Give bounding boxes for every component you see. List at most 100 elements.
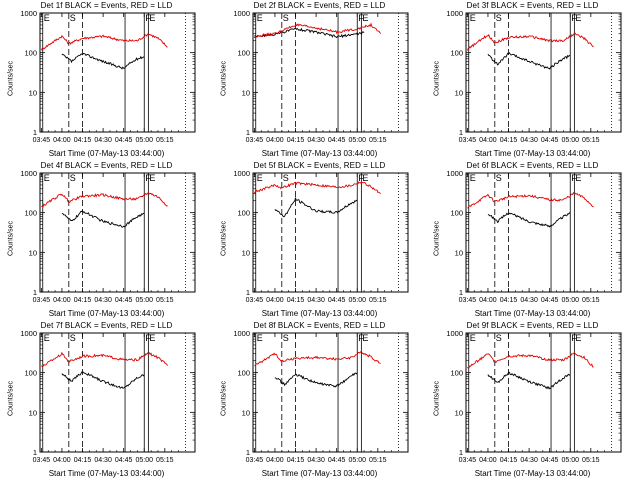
event-marker-label: E	[149, 13, 155, 23]
y-tick-label: 1	[246, 128, 250, 137]
x-tick-label: 04:45	[541, 457, 559, 464]
event-marker-label: E	[470, 333, 476, 343]
event-marker-label: E	[44, 333, 50, 343]
plot-frame	[252, 12, 409, 133]
x-tick-label: 04:30	[307, 297, 325, 304]
y-tick-label: 10	[29, 248, 37, 257]
x-tick-label: 04:00	[479, 457, 497, 464]
event-marker-label: S	[70, 13, 76, 23]
detector-panel-8: Det 8f BLACK = Events, RED = LLD 1 10 100 10…	[213, 320, 426, 480]
x-tick-label: 05:15	[369, 297, 387, 304]
panel-title: Det 3f BLACK = Events, RED = LLD	[466, 1, 599, 10]
chart-svg: 1 10 100 1000 03:45 04:00 04:15 04:30 04:45 05:00…	[233, 329, 409, 464]
lld-series-line	[467, 351, 594, 369]
x-tick-label: 04:30	[307, 457, 325, 464]
events-series-line	[274, 196, 358, 218]
y-tick-label: 1000	[446, 329, 463, 338]
event-marker-label: S	[70, 173, 76, 183]
panel-title: Det 4f BLACK = Events, RED = LLD	[40, 161, 173, 170]
x-tick-label: 03:45	[33, 297, 51, 304]
y-tick-label: 1000	[233, 329, 250, 338]
event-marker-label: F	[358, 13, 364, 23]
y-axis-label: Counts/sec	[220, 380, 228, 417]
events-series-line	[61, 53, 145, 70]
events-series-line	[487, 52, 571, 70]
panel-title: Det 2f BLACK = Events, RED = LLD	[253, 1, 386, 10]
chart-svg: 1 10 100 1000 03:45 04:00 04:15 04:30 04:45 05:00…	[446, 169, 622, 304]
events-series-line	[274, 372, 358, 388]
chart-svg: 1 10 100 1000 03:45 04:00 04:15 04:30 04:45 05:00…	[20, 329, 196, 464]
y-tick-label: 100	[237, 49, 250, 58]
y-tick-label: 100	[450, 209, 463, 218]
x-tick-label: 04:00	[266, 297, 284, 304]
x-tick-label: 05:00	[135, 457, 153, 464]
plot-frame	[252, 332, 409, 453]
y-axis-label: Counts/sec	[7, 220, 15, 257]
panel-title: Det 1f BLACK = Events, RED = LLD	[40, 1, 173, 10]
x-tick-label: 05:15	[582, 457, 600, 464]
x-tick-label: 05:00	[135, 297, 153, 304]
x-tick-label: 04:00	[479, 137, 497, 144]
event-marker-label: E	[44, 173, 50, 183]
y-tick-label: 10	[242, 88, 250, 97]
event-marker-label: S	[283, 333, 289, 343]
y-axis-label: Counts/sec	[220, 220, 228, 257]
y-tick-label: 1000	[233, 9, 250, 18]
y-tick-label: 10	[455, 248, 463, 257]
x-tick-label: 04:00	[53, 137, 71, 144]
x-tick-label: 04:30	[520, 297, 538, 304]
event-marker-label: F	[571, 13, 577, 23]
x-axis-label: Start Time (07-May-13 03:44:00)	[48, 309, 165, 318]
plot-frame	[465, 172, 622, 293]
x-tick-label: 05:00	[135, 137, 153, 144]
event-marker-label: E	[575, 173, 581, 183]
x-tick-label: 04:45	[541, 297, 559, 304]
y-tick-label: 10	[455, 88, 463, 97]
chart-svg: 1 10 100 1000 03:45 04:00 04:15 04:30 04:45 05:00…	[446, 9, 622, 144]
y-tick-label: 1	[246, 288, 250, 297]
event-marker-label: E	[362, 13, 368, 23]
y-tick-label: 1	[33, 128, 37, 137]
x-tick-label: 03:45	[246, 457, 264, 464]
x-tick-label: 04:15	[74, 137, 92, 144]
events-series-line	[487, 212, 571, 228]
lld-series-line	[254, 22, 381, 38]
x-tick-label: 05:15	[582, 137, 600, 144]
y-tick-label: 1000	[446, 169, 463, 178]
y-axis-label: Counts/sec	[7, 60, 15, 97]
event-marker-label: F	[145, 13, 151, 23]
lld-series-line	[254, 350, 381, 367]
x-tick-label: 04:30	[94, 457, 112, 464]
x-tick-label: 03:45	[246, 137, 264, 144]
x-tick-label: 05:15	[369, 137, 387, 144]
y-tick-label: 10	[455, 408, 463, 417]
x-tick-label: 04:30	[307, 137, 325, 144]
chart-svg: 1 10 100 1000 03:45 04:00 04:15 04:30 04:45 05:00…	[20, 9, 196, 144]
x-axis-label: Start Time (07-May-13 03:44:00)	[474, 149, 591, 158]
y-axis-label: Counts/sec	[7, 380, 15, 417]
event-marker-label: E	[257, 13, 263, 23]
event-marker-label: F	[145, 173, 151, 183]
y-tick-label: 100	[24, 49, 37, 58]
y-tick-label: 10	[29, 88, 37, 97]
x-tick-label: 04:15	[287, 297, 305, 304]
lld-series-line	[254, 181, 381, 195]
y-tick-label: 1000	[20, 169, 37, 178]
plot-frame	[465, 12, 622, 133]
x-tick-label: 05:00	[561, 297, 579, 304]
events-series-line	[61, 371, 145, 389]
event-marker-label: S	[283, 13, 289, 23]
event-marker-label: F	[145, 333, 151, 343]
x-tick-label: 04:00	[266, 137, 284, 144]
lld-series-line	[466, 32, 594, 51]
x-tick-label: 05:15	[369, 457, 387, 464]
x-tick-label: 03:45	[459, 297, 477, 304]
event-marker-label: F	[358, 333, 364, 343]
y-axis-label: Counts/sec	[433, 380, 441, 417]
x-tick-label: 04:30	[520, 457, 538, 464]
y-tick-label: 1000	[233, 169, 250, 178]
x-tick-label: 04:30	[94, 137, 112, 144]
x-tick-label: 04:45	[115, 137, 133, 144]
event-marker-label: S	[496, 173, 502, 183]
lld-series-line	[41, 351, 168, 368]
